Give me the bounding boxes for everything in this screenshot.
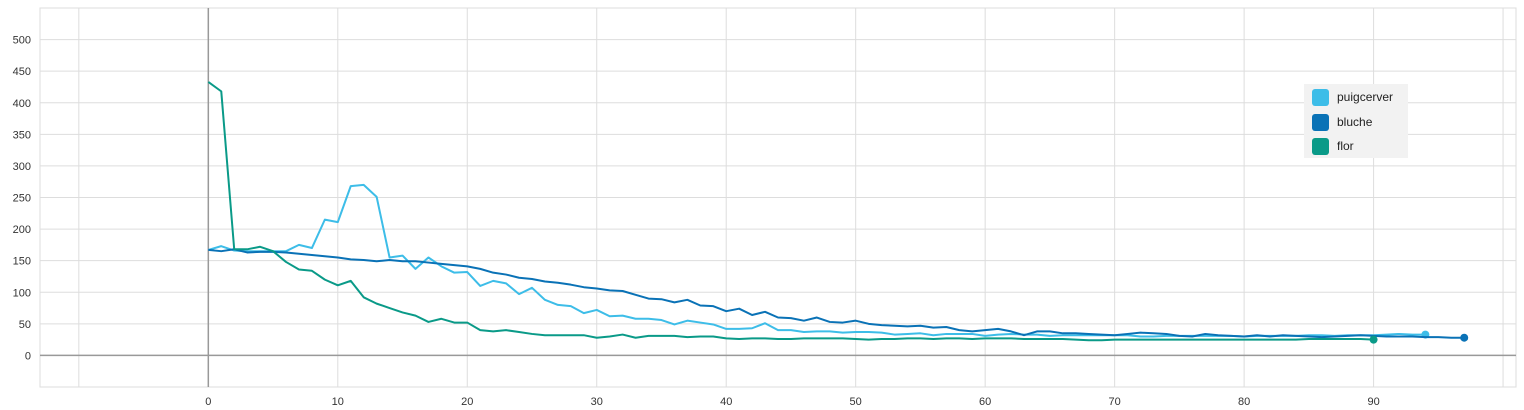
x-tick-label: 80 [1238, 396, 1250, 408]
tick-label-layer: 0 10 20 30 40 50 60 70 80 90 0 50 100 150 200 250 300 350… [13, 35, 1380, 408]
y-tick-label: 0 [25, 350, 31, 362]
y-tick-label: 500 [13, 35, 31, 47]
y-tick-label: 100 [13, 287, 31, 299]
series-line-bluche [208, 248, 1465, 339]
x-tick-label: 30 [591, 396, 603, 408]
y-tick-label: 350 [13, 129, 31, 141]
x-tick-label: 70 [1109, 396, 1121, 408]
series-layer [207, 81, 1469, 344]
series-end-point-flor [1369, 335, 1378, 344]
y-tick-label: 200 [13, 224, 31, 236]
x-tick-label: 20 [461, 396, 473, 408]
legend-label-bluche: bluche [1337, 115, 1373, 129]
series-end-point-bluche [1460, 333, 1469, 342]
legend-swatch-puigcerver [1312, 88, 1329, 106]
y-tick-label: 300 [13, 161, 31, 173]
legend-item-puigcerver[interactable]: puigcerver [1312, 88, 1393, 106]
y-tick-label: 450 [13, 66, 31, 78]
legend-item-bluche[interactable]: bluche [1312, 113, 1372, 131]
x-tick-label: 40 [720, 396, 732, 408]
axis-layer [40, 8, 1516, 387]
x-tick-label: 50 [850, 396, 862, 408]
x-tick-label: 10 [332, 396, 344, 408]
y-tick-label: 250 [13, 193, 31, 205]
y-tick-label: 150 [13, 256, 31, 268]
legend-label-puigcerver: puigcerver [1337, 90, 1394, 104]
x-tick-label: 60 [979, 396, 991, 408]
series-line-flor [207, 81, 1374, 342]
legend-label-flor: flor [1337, 139, 1354, 153]
chart-legend: puigcerver bluche flor [1304, 84, 1408, 158]
y-tick-label: 400 [13, 98, 31, 110]
x-tick-label: 0 [205, 396, 211, 408]
legend-swatch-bluche [1312, 113, 1329, 131]
grid-layer [39, 7, 1517, 388]
y-tick-label: 50 [19, 319, 31, 331]
legend-item-flor[interactable]: flor [1312, 137, 1354, 155]
x-tick-label: 90 [1367, 396, 1379, 408]
legend-swatch-flor [1312, 137, 1329, 155]
